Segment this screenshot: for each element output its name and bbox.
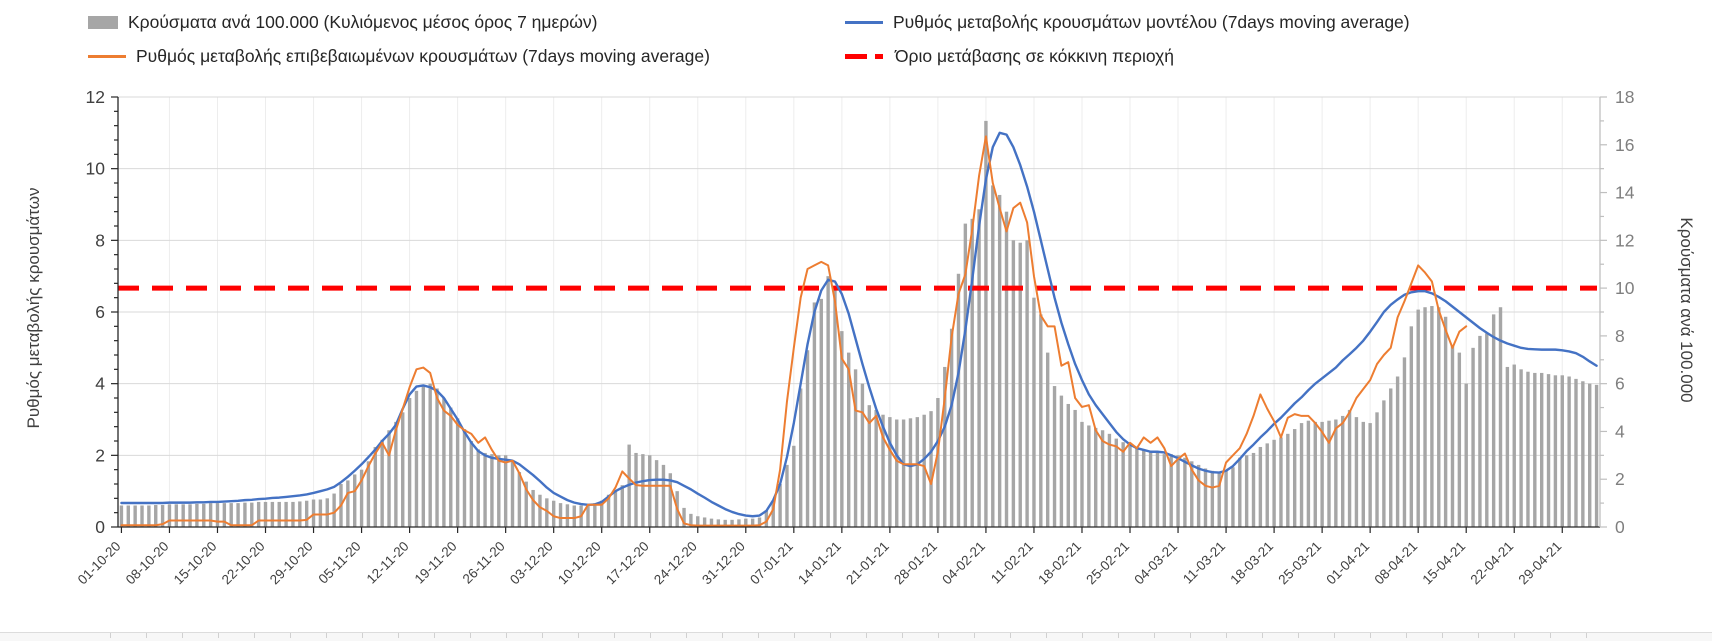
legend-label: Ρυθμός μεταβολής επιβεβαιωμένων κρουσμάτ… xyxy=(136,45,710,66)
x-axis-label: 08-04-21 xyxy=(1371,539,1420,588)
x-axis-label: 28-01-21 xyxy=(891,539,940,588)
svg-text:0: 0 xyxy=(95,517,105,537)
legend-item-cases-bars[interactable]: Κρούσματα ανά 100.000 (Κυλιόμενος μέσος … xyxy=(88,12,597,32)
x-axis-label: 19-11-20 xyxy=(412,539,460,587)
svg-text:4: 4 xyxy=(1615,421,1625,441)
orange-line-swatch-icon xyxy=(88,54,126,58)
x-axis-label: 22-04-21 xyxy=(1468,539,1517,588)
legend-label: Κρούσματα ανά 100.000 (Κυλιόμενος μέσος … xyxy=(128,11,598,32)
legend-item-confirmed-line[interactable]: Ρυθμός μεταβολής επιβεβαιωμένων κρουσμάτ… xyxy=(88,46,710,66)
bottom-edge-strip xyxy=(0,632,1712,641)
svg-text:6: 6 xyxy=(1615,374,1625,394)
x-axis-label: 25-03-21 xyxy=(1275,539,1324,588)
svg-text:4: 4 xyxy=(95,374,105,394)
red-dash-swatch-icon xyxy=(845,53,885,59)
svg-text:6: 6 xyxy=(95,302,105,322)
svg-text:12: 12 xyxy=(1615,230,1634,250)
svg-text:2: 2 xyxy=(95,445,105,465)
legend-label: Όριο μετάβασης σε κόκκινη περιοχή xyxy=(895,45,1175,66)
svg-text:0: 0 xyxy=(1615,517,1625,537)
x-axis-label: 03-12-20 xyxy=(507,539,556,588)
svg-text:14: 14 xyxy=(1615,183,1635,203)
svg-text:10: 10 xyxy=(86,159,106,179)
x-axis-label: 12-11-20 xyxy=(364,539,412,587)
svg-text:16: 16 xyxy=(1615,135,1634,155)
blue-line-swatch-icon xyxy=(845,20,883,24)
svg-text:12: 12 xyxy=(86,87,105,107)
x-axis-label: 04-03-21 xyxy=(1131,539,1180,588)
x-axis-label: 18-02-21 xyxy=(1035,539,1084,588)
x-axis-label: 11-03-21 xyxy=(1180,539,1228,587)
x-axis-label: 08-10-20 xyxy=(123,539,172,588)
x-axis-label: 21-01-21 xyxy=(843,539,892,588)
x-axis-label: 22-10-20 xyxy=(219,539,268,588)
x-axis-label: 17-12-20 xyxy=(603,539,652,588)
legend-item-red-threshold[interactable]: Όριο μετάβασης σε κόκκινη περιοχή xyxy=(845,46,1174,66)
x-axis-label: 15-04-21 xyxy=(1420,539,1469,588)
x-axis-label: 31-12-20 xyxy=(699,539,748,588)
x-axis-label: 15-10-20 xyxy=(171,539,220,588)
svg-text:8: 8 xyxy=(1615,326,1625,346)
svg-text:18: 18 xyxy=(1615,87,1634,107)
x-axis-label: 25-02-21 xyxy=(1083,539,1132,588)
svg-text:2: 2 xyxy=(1615,469,1625,489)
bottom-strip-ticks xyxy=(110,633,1610,638)
x-axis-label: 05-11-20 xyxy=(316,539,364,587)
x-axis-label: 10-12-20 xyxy=(555,539,604,588)
bar-swatch-icon xyxy=(88,15,118,29)
x-axis-label: 11-02-21 xyxy=(988,539,1036,587)
x-axis-label: 07-01-21 xyxy=(747,539,796,588)
x-axis-label: 26-11-20 xyxy=(460,539,508,587)
legend-label: Ρυθμός μεταβολής κρουσμάτων μοντέλου (7d… xyxy=(893,11,1410,32)
x-axis-label: 29-10-20 xyxy=(267,539,316,588)
x-axis-label: 18-03-21 xyxy=(1227,539,1276,588)
x-axis-label: 04-02-21 xyxy=(939,539,988,588)
x-axis-label: 01-10-20 xyxy=(75,539,124,588)
svg-text:8: 8 xyxy=(95,230,105,250)
svg-text:10: 10 xyxy=(1615,278,1635,298)
x-axis-label: 14-01-21 xyxy=(795,539,844,588)
x-axis-label: 01-04-21 xyxy=(1323,539,1372,588)
legend-item-model-line[interactable]: Ρυθμός μεταβολής κρουσμάτων μοντέλου (7d… xyxy=(845,12,1410,32)
x-axis-label: 24-12-20 xyxy=(651,539,700,588)
x-axis-label: 29-04-21 xyxy=(1516,539,1565,588)
